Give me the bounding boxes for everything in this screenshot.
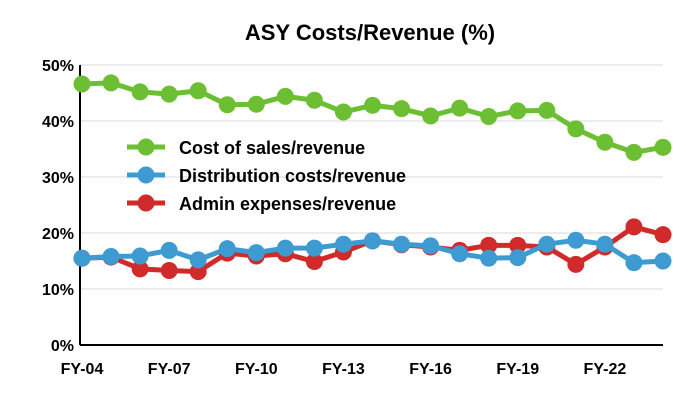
legend-label: Distribution costs/revenue xyxy=(179,166,406,186)
data-point xyxy=(305,91,323,109)
legend-swatch-marker xyxy=(137,194,155,212)
data-point xyxy=(393,100,411,118)
data-point xyxy=(218,96,236,114)
data-point xyxy=(218,240,236,258)
data-point xyxy=(625,143,643,161)
y-tick-label: 10% xyxy=(42,282,74,299)
data-point xyxy=(596,235,614,253)
data-point xyxy=(160,262,178,280)
data-point xyxy=(247,244,265,262)
data-point xyxy=(131,83,149,101)
data-point xyxy=(509,236,527,254)
x-axis-ticks: FY-04 FY-07 FY-10 FY-13 FY-16 FY-19 FY-22 xyxy=(61,361,627,378)
data-point xyxy=(160,85,178,103)
data-point xyxy=(276,87,294,105)
y-tick-label: 0% xyxy=(51,338,74,355)
series-group xyxy=(73,74,672,281)
legend-item: Admin expenses/revenue xyxy=(127,194,396,214)
data-point xyxy=(334,103,352,121)
series-cost-of-sales-revenue xyxy=(73,74,672,161)
data-point xyxy=(625,218,643,236)
data-point xyxy=(451,245,469,263)
data-point xyxy=(654,138,672,156)
data-point xyxy=(567,231,585,249)
data-point xyxy=(393,235,411,253)
x-tick-label: FY-13 xyxy=(322,361,365,378)
data-point xyxy=(654,252,672,270)
data-point xyxy=(364,232,381,250)
data-point xyxy=(654,226,672,244)
data-point xyxy=(422,107,440,125)
data-point xyxy=(480,249,498,267)
data-point xyxy=(538,101,556,119)
data-point xyxy=(567,255,585,273)
data-point xyxy=(567,120,585,138)
y-tick-label: 20% xyxy=(42,226,74,243)
x-tick-label: FY-10 xyxy=(235,361,278,378)
data-point xyxy=(334,235,352,253)
chart-title: ASY Costs/Revenue (%) xyxy=(245,20,495,45)
data-point xyxy=(625,254,643,272)
data-point xyxy=(276,239,294,257)
data-point xyxy=(131,247,149,265)
data-point xyxy=(189,82,207,100)
data-point xyxy=(160,241,178,259)
data-point xyxy=(305,239,323,257)
y-tick-label: 50% xyxy=(42,58,74,75)
data-point xyxy=(102,248,120,266)
data-point xyxy=(364,96,381,114)
data-point xyxy=(596,133,614,151)
x-tick-label: FY-04 xyxy=(61,361,104,378)
x-tick-label: FY-19 xyxy=(496,361,539,378)
y-tick-label: 30% xyxy=(42,170,74,187)
data-point xyxy=(480,108,498,126)
data-point xyxy=(451,99,469,117)
x-tick-label: FY-07 xyxy=(148,361,191,378)
data-point xyxy=(131,260,149,278)
data-point xyxy=(73,75,91,93)
data-point xyxy=(73,249,91,267)
y-tick-label: 40% xyxy=(42,114,74,131)
x-tick-label: FY-22 xyxy=(584,361,627,378)
legend-label: Cost of sales/revenue xyxy=(179,138,365,158)
data-point xyxy=(189,251,207,269)
data-point xyxy=(480,236,498,254)
legend: Cost of sales/revenue Distribution costs/… xyxy=(127,138,406,214)
data-point xyxy=(509,102,527,120)
legend-swatch-marker xyxy=(137,138,155,156)
legend-swatch-marker xyxy=(137,166,155,184)
data-point xyxy=(247,95,265,113)
data-point xyxy=(509,249,527,267)
legend-item: Distribution costs/revenue xyxy=(127,166,406,186)
data-point xyxy=(538,235,556,253)
axes xyxy=(79,65,663,346)
series-distribution-costs-revenue xyxy=(73,231,672,272)
data-point xyxy=(422,237,440,255)
y-axis-ticks: 0% 10% 20% 30% 40% 50% xyxy=(42,58,74,355)
legend-label: Admin expenses/revenue xyxy=(179,194,396,214)
data-point xyxy=(305,253,323,271)
data-point xyxy=(102,74,120,92)
legend-item: Cost of sales/revenue xyxy=(127,138,365,158)
x-tick-label: FY-16 xyxy=(409,361,452,378)
data-point xyxy=(189,263,207,281)
